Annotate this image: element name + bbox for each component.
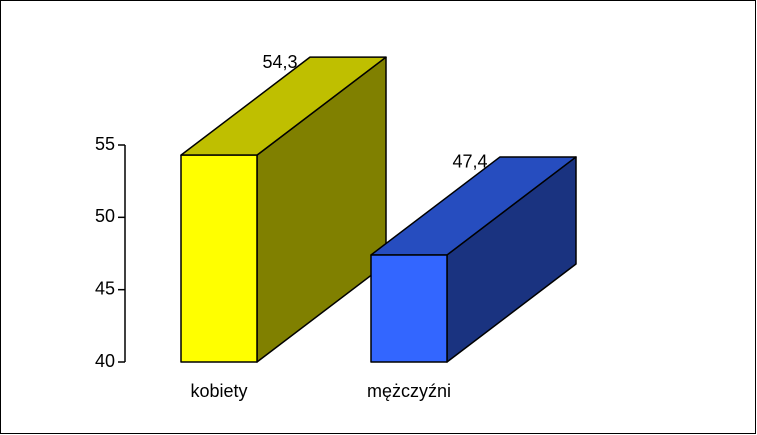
- y-tick-label: 55: [95, 134, 115, 154]
- y-tick-label: 50: [95, 206, 115, 226]
- value-label: 54,3: [262, 52, 297, 72]
- bar: [370, 254, 448, 363]
- bar: [180, 154, 258, 363]
- y-tick-label: 40: [95, 351, 115, 371]
- y-tick-label: 45: [95, 278, 115, 298]
- x-tick-label: mężczyźni: [367, 381, 451, 401]
- x-tick-label: kobiety: [190, 381, 247, 401]
- value-label: 47,4: [452, 152, 487, 172]
